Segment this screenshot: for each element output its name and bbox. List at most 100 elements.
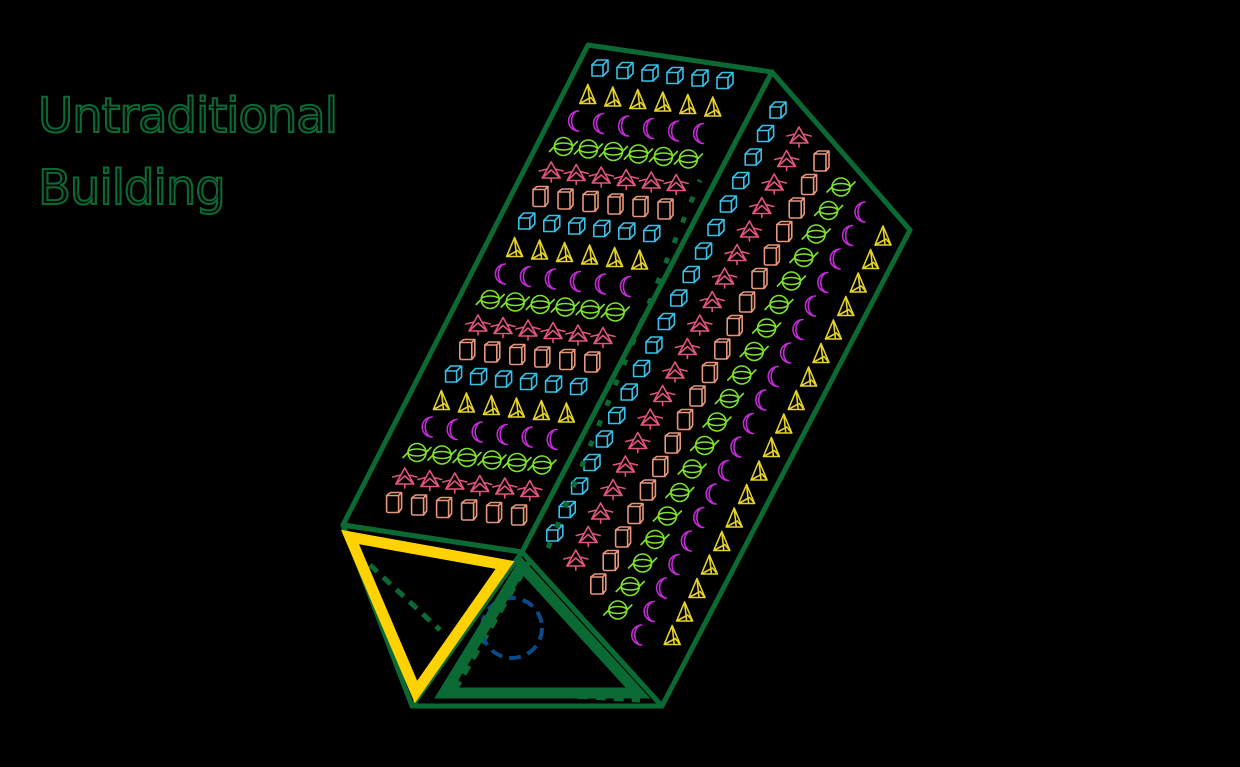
- pyramid-icon: [799, 366, 818, 387]
- pyramid-icon: [737, 483, 756, 505]
- crescent-icon: [779, 342, 792, 364]
- crescent-icon: [680, 530, 693, 552]
- pyramid-icon: [700, 554, 719, 575]
- flower-icon: [516, 479, 543, 502]
- cylinder-icon: [738, 291, 756, 313]
- sphere-icon: [714, 388, 745, 409]
- cylinder-icon: [763, 244, 781, 266]
- cylinder-icon: [485, 501, 503, 524]
- sphere-icon: [751, 318, 782, 338]
- cylinder-icon: [726, 314, 744, 337]
- flower-icon: [748, 196, 775, 219]
- dashed-guide-line: [545, 179, 703, 549]
- cube-icon: [632, 359, 651, 378]
- cube-icon: [567, 217, 586, 235]
- cube-icon: [716, 71, 734, 90]
- crescent-icon: [619, 275, 632, 298]
- cube-icon: [620, 383, 639, 401]
- cube-icon: [517, 212, 536, 230]
- sphere-icon: [500, 292, 531, 312]
- cylinder-icon: [602, 549, 620, 572]
- cube-icon: [544, 375, 563, 393]
- pyramid-icon: [824, 319, 843, 340]
- cylinder-icon: [657, 198, 674, 220]
- sphere-icon: [673, 149, 704, 169]
- pyramid-icon: [836, 295, 855, 317]
- sphere-icon: [627, 553, 658, 573]
- sphere-icon: [598, 141, 629, 162]
- pyramid-icon: [457, 392, 476, 413]
- crescent-icon: [668, 553, 680, 576]
- flower-icon: [761, 173, 788, 195]
- flower-icon: [491, 477, 518, 499]
- cube-icon: [591, 59, 609, 77]
- dashed-guide-line: [452, 558, 533, 692]
- flower-icon: [663, 173, 690, 196]
- flower-icon: [724, 243, 750, 266]
- sphere-icon: [550, 297, 581, 317]
- sphere-icon: [427, 445, 457, 465]
- sphere-icon: [726, 365, 757, 385]
- crescent-icon: [569, 270, 582, 293]
- sphere-icon: [801, 224, 832, 244]
- crescent-icon: [841, 224, 854, 247]
- pyramid-icon: [630, 249, 649, 270]
- cylinder-icon: [510, 504, 528, 526]
- crescent-icon: [717, 459, 730, 482]
- pyramid-icon: [555, 241, 574, 263]
- cube-icon: [545, 524, 564, 542]
- flower-icon: [540, 321, 566, 344]
- cube-icon: [756, 124, 775, 143]
- cube-icon: [444, 365, 463, 383]
- cube-icon: [719, 195, 738, 213]
- cube-icon: [617, 222, 636, 240]
- crescent-icon: [592, 112, 605, 135]
- flower-icon: [575, 525, 602, 548]
- page-title: Untraditional Building: [37, 80, 339, 224]
- sphere-icon: [764, 294, 794, 315]
- flower-icon: [465, 314, 491, 336]
- sphere-icon: [527, 455, 557, 475]
- sphere-icon: [615, 576, 646, 597]
- sphere-icon: [648, 146, 679, 167]
- cylinder-icon: [508, 343, 526, 366]
- cylinder-icon: [558, 348, 576, 371]
- pyramid-icon: [750, 460, 768, 481]
- cylinder-icon: [788, 197, 806, 219]
- sphere-icon: [548, 136, 579, 157]
- prism-frame: [340, 42, 913, 709]
- cylinder-icon: [651, 455, 669, 478]
- sphere-icon: [813, 200, 844, 221]
- crescent-icon: [854, 201, 866, 223]
- sphere-icon: [664, 482, 695, 503]
- cube-icon: [769, 101, 787, 119]
- crescent-icon: [521, 426, 534, 448]
- sphere-icon: [477, 450, 507, 470]
- crescent-icon: [642, 117, 655, 140]
- title-line-2: Building: [37, 159, 227, 217]
- cylinder-icon: [775, 220, 793, 243]
- flower-icon: [638, 171, 665, 193]
- cube-icon: [616, 61, 634, 80]
- cube-icon: [592, 219, 611, 238]
- crescent-icon: [471, 421, 484, 443]
- cylinder-icon: [751, 267, 768, 290]
- flower-icon: [674, 337, 701, 360]
- crescent-icon: [792, 318, 804, 341]
- cylinder-icon: [813, 150, 830, 172]
- crescent-icon: [755, 389, 767, 411]
- cube-icon: [607, 406, 626, 425]
- cylinder-icon: [639, 479, 657, 501]
- pyramid-icon: [653, 91, 672, 112]
- cylinder-icon: [800, 173, 818, 196]
- sphere-icon: [640, 529, 670, 550]
- pyramid-icon: [774, 413, 793, 434]
- right-face-pattern: [545, 101, 892, 646]
- crescent-icon: [546, 428, 559, 451]
- sphere-icon: [475, 289, 506, 310]
- flower-icon: [649, 384, 676, 407]
- cube-icon: [666, 66, 684, 85]
- pyramid-icon: [849, 272, 868, 293]
- cube-icon: [542, 214, 561, 233]
- flower-icon: [624, 431, 651, 454]
